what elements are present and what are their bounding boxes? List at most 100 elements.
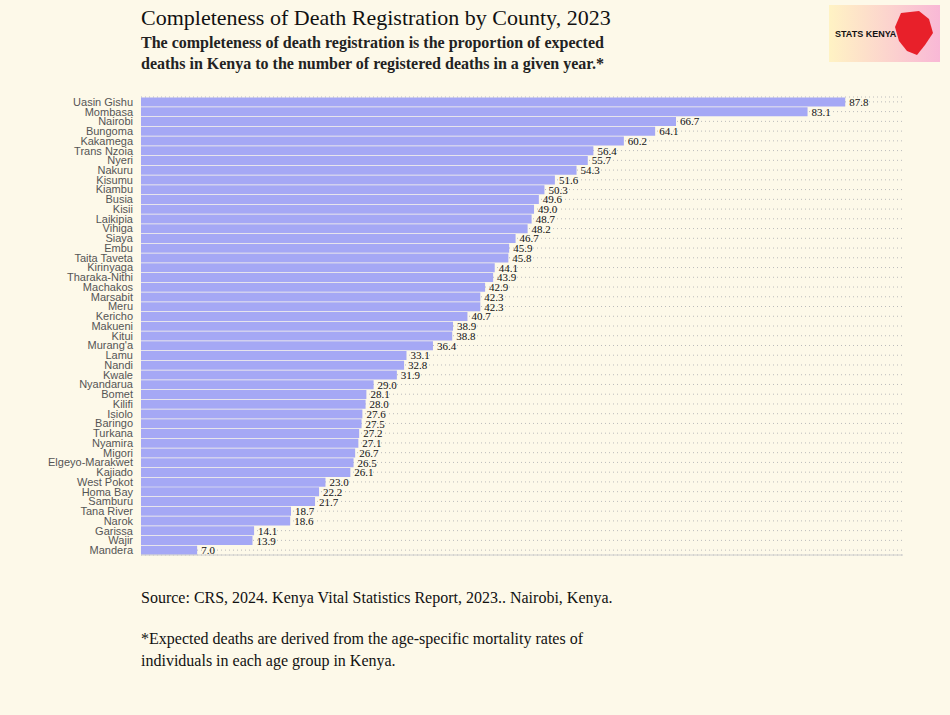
svg-text:60.2: 60.2 [628,135,647,147]
svg-text:Migori: Migori [103,446,133,459]
svg-text:Kisumu: Kisumu [96,173,133,186]
svg-text:45.9: 45.9 [513,242,533,255]
svg-text:56.4: 56.4 [597,144,617,157]
svg-text:33.1: 33.1 [410,349,430,362]
svg-text:55.7: 55.7 [591,154,611,167]
html-text:deaths in Kenya to the number: deaths in Kenya to the number of registe… [141,55,604,72]
svg-text:38.9: 38.9 [457,320,477,333]
svg-text:42.9: 42.9 [489,281,509,294]
html-text:Completeness of Death Registra: Completeness of Death Registration by Co… [141,5,611,30]
svg-text:36.4: 36.4 [437,340,457,352]
svg-text:Lamu: Lamu [105,349,133,362]
svg-text:Laikipia: Laikipia [95,212,133,225]
svg-text:Vihiga: Vihiga [102,222,133,235]
svg-text:Kakamega: Kakamega [80,134,133,147]
svg-text:38.8: 38.8 [456,330,476,342]
svg-text:Samburu: Samburu [88,495,133,508]
svg-text:Kirinyaga: Kirinyaga [87,261,133,274]
svg-text:21.7: 21.7 [319,496,339,508]
svg-text:50.3: 50.3 [548,183,568,196]
svg-text:32.8: 32.8 [408,359,428,372]
svg-text:26.7: 26.7 [359,446,379,459]
svg-text:51.6: 51.6 [558,173,579,186]
svg-text:44.1: 44.1 [498,261,518,274]
svg-text:Taita Taveta: Taita Taveta [74,251,133,264]
svg-text:Nandi: Nandi [104,358,133,371]
svg-text:66.7: 66.7 [680,115,700,127]
svg-text:Tana River: Tana River [80,505,133,518]
svg-text:Siaya: Siaya [105,232,133,245]
html-text:individuals in each age group: individuals in each age group in Kenya. [141,652,396,669]
svg-text:Kajiado: Kajiado [96,466,133,479]
svg-text:18.6: 18.6 [294,515,314,527]
svg-text:Uasin Gishu: Uasin Gishu [73,95,133,108]
svg-text:28.0: 28.0 [369,398,389,411]
svg-text:22.2: 22.2 [323,485,343,498]
svg-text:Trans Nzoia: Trans Nzoia [74,144,133,157]
svg-text:Nyeri: Nyeri [107,154,133,167]
svg-text:Bungoma: Bungoma [85,125,133,137]
svg-text:40.7: 40.7 [471,310,491,323]
svg-text:26.1: 26.1 [354,466,373,478]
svg-text:Meru: Meru [107,300,133,313]
svg-text:Busia: Busia [105,193,133,206]
svg-text:West Pokot: West Pokot [77,475,133,488]
svg-text:42.3: 42.3 [484,300,504,313]
svg-text:Embu: Embu [104,241,133,254]
svg-text:49.6: 49.6 [542,193,563,206]
svg-text:27.6: 27.6 [366,407,386,420]
svg-text:31.9: 31.9 [401,369,421,381]
svg-text:Garissa: Garissa [95,524,133,537]
svg-text:46.7: 46.7 [519,232,539,245]
svg-text:Nyamira: Nyamira [92,436,133,449]
svg-text:13.9: 13.9 [256,535,276,547]
svg-text:26.5: 26.5 [357,456,377,469]
svg-text:83.1: 83.1 [812,106,831,118]
svg-text:Tharaka-Nithi: Tharaka-Nithi [67,271,133,284]
svg-text:45.8: 45.8 [512,251,532,264]
svg-text:Kiambu: Kiambu [95,183,133,196]
svg-text:Baringo: Baringo [95,417,133,430]
svg-text:87.8: 87.8 [849,96,869,108]
svg-text:Nyandarua: Nyandarua [79,378,133,391]
svg-text:Bomet: Bomet [101,388,133,401]
svg-text:29.0: 29.0 [377,378,397,391]
svg-text:42.3: 42.3 [484,290,504,303]
svg-text:Kwale: Kwale [103,368,133,381]
svg-text:14.1: 14.1 [258,524,278,537]
svg-text:Makueni: Makueni [91,319,133,332]
svg-text:Marsabit: Marsabit [90,290,133,303]
svg-text:Narok: Narok [103,514,133,527]
html-text:The completeness of death regi: The completeness of death registration i… [141,34,604,51]
svg-text:Isiolo: Isiolo [107,407,133,420]
svg-text:43.9: 43.9 [497,271,517,284]
svg-text:Mandera: Mandera [90,544,134,556]
svg-text:Elgeyo-Marakwet: Elgeyo-Marakwet [48,456,133,469]
svg-text:Nairobi: Nairobi [98,115,133,128]
html-text:Source: CRS, 2024. Kenya Vital: Source: CRS, 2024. Kenya Vital Statistic… [141,589,613,606]
svg-text:49.0: 49.0 [538,203,558,216]
svg-text:Kericho: Kericho [95,310,133,323]
svg-text:Kisii: Kisii [112,203,133,215]
svg-text:Murang'a: Murang'a [87,339,133,352]
svg-text:48.7: 48.7 [535,212,555,225]
svg-text:Turkana: Turkana [93,427,133,440]
html-text:*Expected deaths are derived f: *Expected deaths are derived from the ag… [141,630,583,647]
svg-text:Mombasa: Mombasa [84,105,133,118]
svg-text:STATS KENYA: STATS KENYA [835,29,897,39]
svg-text:Kilifi: Kilifi [112,397,133,410]
svg-text:Wajir: Wajir [108,534,133,547]
svg-text:27.2: 27.2 [363,427,383,440]
svg-text:64.1: 64.1 [659,125,678,137]
svg-text:7.0: 7.0 [201,544,215,556]
svg-text:48.2: 48.2 [531,222,551,235]
svg-text:Kitui: Kitui [111,329,133,342]
svg-text:27.5: 27.5 [365,417,385,430]
svg-text:54.3: 54.3 [581,164,601,176]
svg-text:Homa Bay: Homa Bay [81,485,133,498]
svg-text:28.1: 28.1 [370,388,390,401]
svg-text:Machakos: Machakos [82,280,133,293]
svg-text:Nakuru: Nakuru [97,164,133,176]
svg-text:18.7: 18.7 [295,505,315,518]
svg-text:27.1: 27.1 [362,437,382,450]
